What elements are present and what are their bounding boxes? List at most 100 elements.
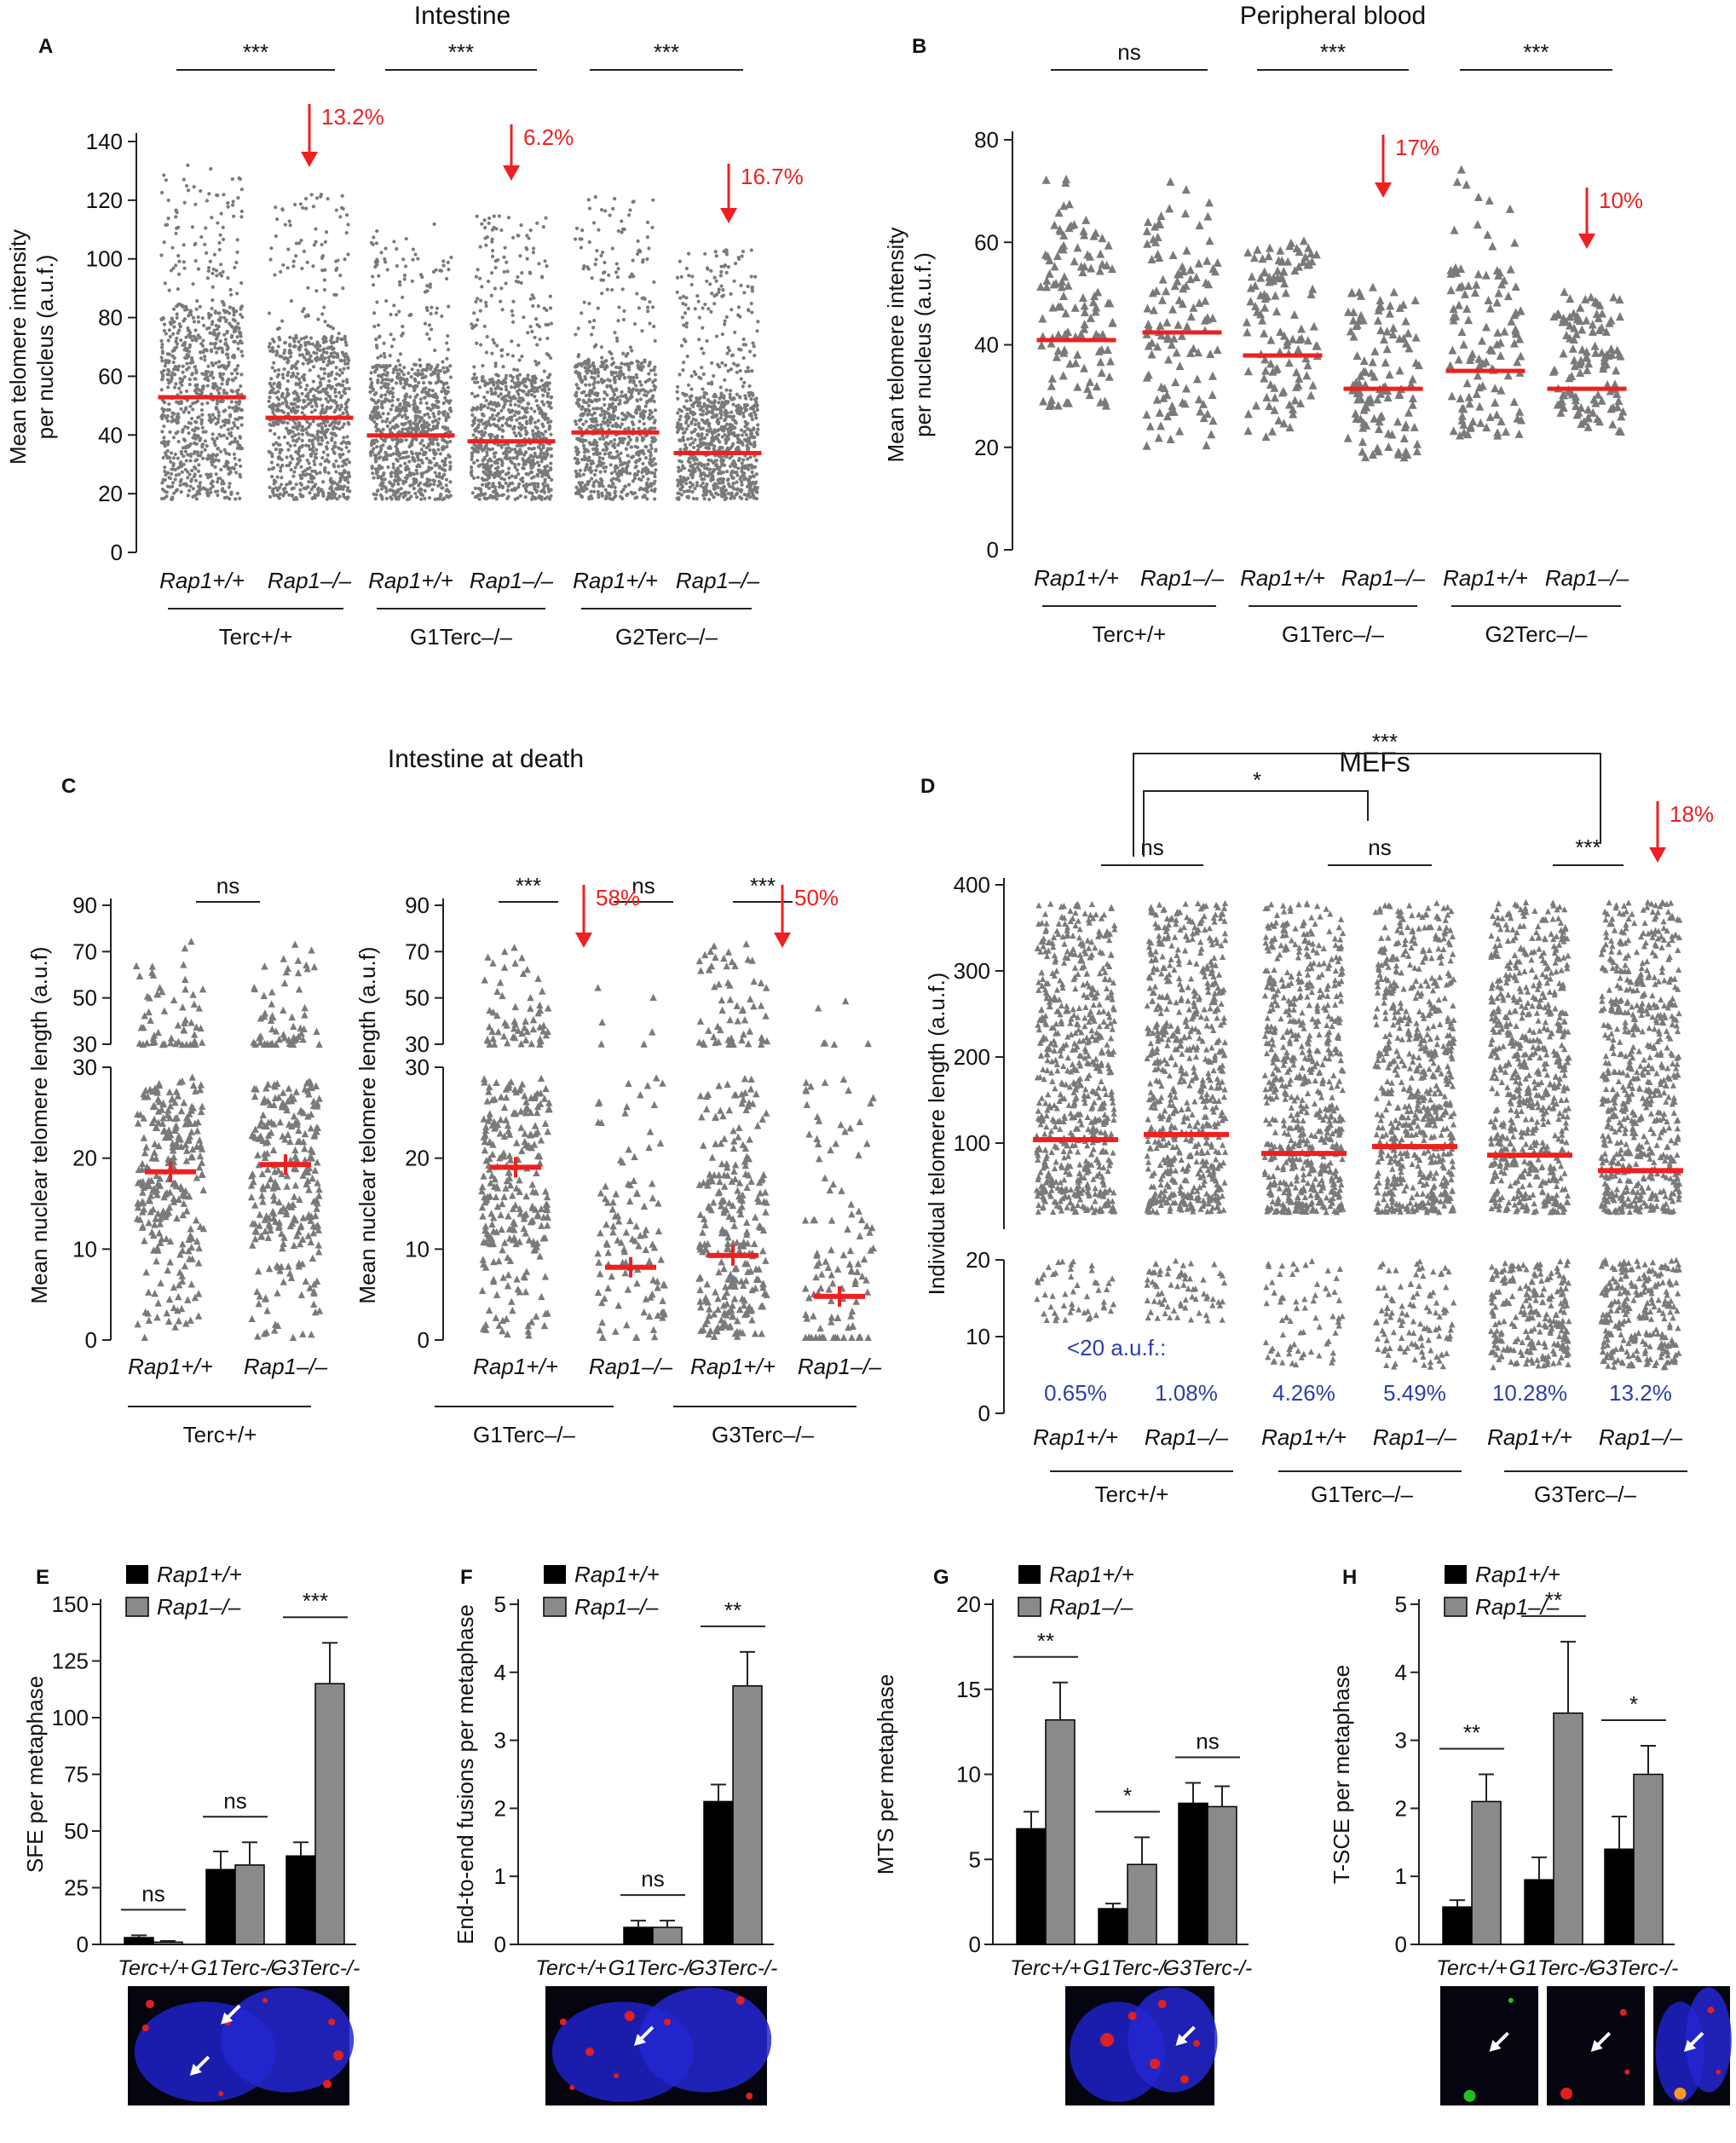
data-point xyxy=(379,477,384,482)
data-point xyxy=(160,413,165,417)
data-point xyxy=(606,424,610,428)
data-point xyxy=(166,217,170,221)
data-point xyxy=(338,273,343,278)
data-point xyxy=(320,427,325,431)
data-point xyxy=(234,376,238,380)
data-point xyxy=(321,492,326,496)
data-point xyxy=(322,335,326,339)
data-point xyxy=(232,313,236,317)
data-point xyxy=(610,287,614,292)
data-point xyxy=(634,465,638,469)
data-point xyxy=(573,237,578,241)
data-point xyxy=(582,450,587,454)
data-point xyxy=(531,494,535,499)
data-point xyxy=(643,404,648,408)
data-point xyxy=(485,334,489,339)
data-point xyxy=(597,493,601,497)
data-point xyxy=(218,449,223,453)
data-point xyxy=(368,413,372,418)
data-point xyxy=(419,448,424,452)
data-point xyxy=(471,433,476,437)
data-point xyxy=(371,438,375,442)
data-point xyxy=(418,397,423,401)
data-point xyxy=(444,419,448,423)
data-point xyxy=(169,459,173,464)
data-point xyxy=(476,419,481,423)
data-point xyxy=(171,436,176,440)
data-point xyxy=(346,361,350,366)
data-point xyxy=(510,378,514,383)
data-point xyxy=(547,404,551,408)
data-point xyxy=(607,484,611,488)
data-point xyxy=(236,388,240,392)
data-point xyxy=(169,269,174,273)
data-point xyxy=(678,418,682,422)
data-point xyxy=(448,480,453,484)
data-point xyxy=(215,350,219,355)
data-point xyxy=(289,299,293,303)
data-point xyxy=(267,344,271,349)
data-point xyxy=(486,279,491,284)
data-point xyxy=(516,234,521,238)
data-point xyxy=(395,397,401,401)
data-point xyxy=(520,406,524,410)
data-point xyxy=(206,378,211,383)
data-point xyxy=(304,206,309,211)
data-point xyxy=(213,309,217,314)
data-point xyxy=(338,484,343,488)
data-point xyxy=(209,490,213,494)
data-point xyxy=(322,287,327,292)
data-point xyxy=(473,486,478,490)
data-point xyxy=(448,375,453,379)
data-point xyxy=(283,348,287,353)
data-point xyxy=(483,380,487,384)
data-point xyxy=(510,460,515,465)
data-point xyxy=(176,440,181,444)
data-point xyxy=(216,459,221,463)
data-point xyxy=(235,238,239,242)
data-point xyxy=(708,400,712,404)
data-point xyxy=(603,402,607,407)
data-point xyxy=(170,354,175,358)
data-point xyxy=(415,471,419,476)
data-point xyxy=(375,439,379,443)
data-point xyxy=(190,373,194,377)
data-point xyxy=(227,311,232,315)
data-point xyxy=(181,378,185,382)
data-point xyxy=(298,343,303,348)
data-point xyxy=(376,373,381,378)
data-point xyxy=(216,447,221,451)
data-point xyxy=(607,412,611,416)
data-point xyxy=(653,365,657,369)
data-point xyxy=(343,496,348,500)
data-point xyxy=(412,421,416,425)
data-point xyxy=(395,439,400,443)
data-point xyxy=(291,371,295,375)
data-point xyxy=(418,451,422,456)
data-point xyxy=(334,394,338,399)
data-point xyxy=(616,228,620,234)
data-point xyxy=(627,435,632,439)
data-point xyxy=(545,264,549,269)
data-point xyxy=(369,371,373,375)
data-point xyxy=(448,460,453,465)
data-point xyxy=(408,483,412,488)
data-point xyxy=(374,338,378,342)
data-point xyxy=(403,394,407,398)
data-point xyxy=(445,366,449,370)
data-point xyxy=(333,408,337,413)
data-point xyxy=(510,235,516,240)
data-point xyxy=(267,467,271,471)
data-point xyxy=(691,417,695,421)
data-point xyxy=(487,486,492,490)
data-point xyxy=(605,384,609,388)
data-point xyxy=(159,317,164,321)
data-point xyxy=(381,481,385,485)
data-point xyxy=(541,225,545,229)
data-point xyxy=(378,465,383,470)
data-point xyxy=(475,341,479,345)
data-point xyxy=(617,469,622,473)
data-point xyxy=(742,492,747,497)
data-point xyxy=(626,398,631,402)
data-point xyxy=(316,493,320,497)
